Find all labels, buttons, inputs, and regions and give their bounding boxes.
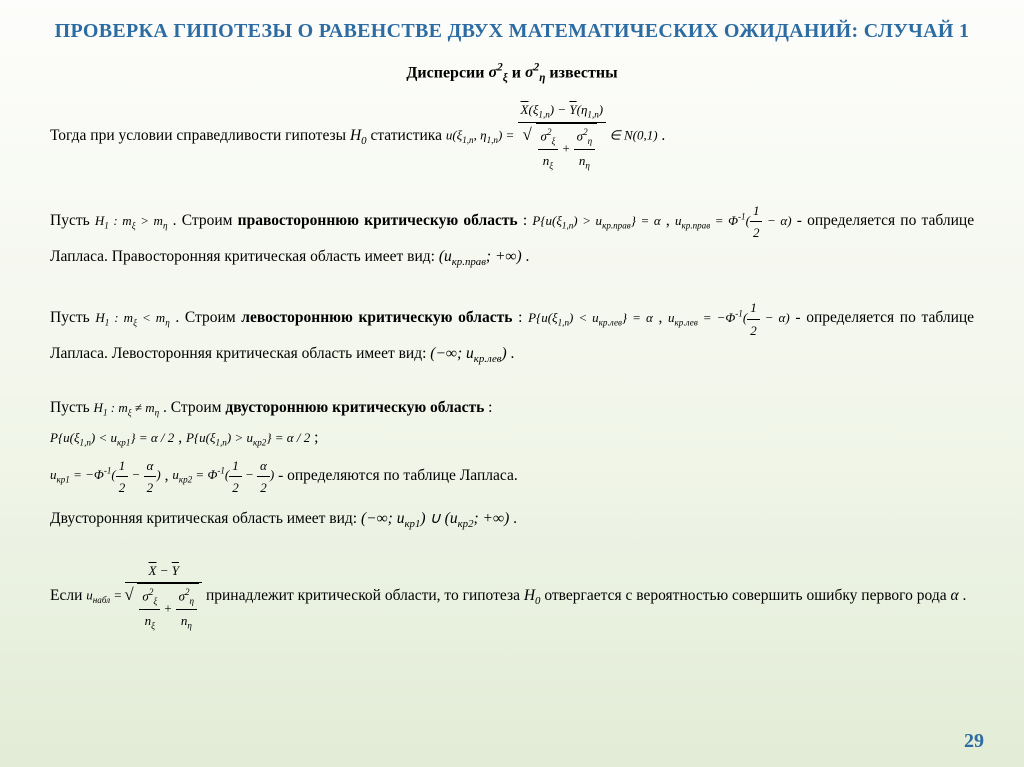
u-statistic-formula: u(ξ1,n, η1,n) = X(ξ1,n) − Y(η1,n) σ2ξnξ …: [446, 99, 658, 174]
subtitle: Дисперсии σ2ξ и σ2η известны: [50, 62, 974, 85]
paragraph-6: uкр1 = −Φ-1(12 − α2) , uкр2 = Φ-1(12 − α…: [50, 455, 974, 499]
p3-text-a: Пусть: [50, 309, 95, 326]
region-two: (−∞; uкр1) ∪ (uкр2; +∞): [361, 510, 509, 527]
p3-text-g: .: [511, 345, 515, 362]
p6-text-b: - определяются по таблице Лапласа.: [278, 466, 518, 483]
slide-content: ПРОВЕРКА ГИПОТЕЗЫ О РАВЕНСТВЕ ДВУХ МАТЕМ…: [0, 0, 1024, 655]
p4-text-a: Пусть: [50, 399, 94, 416]
paragraph-7: Двусторонняя критическая область имеет в…: [50, 506, 974, 534]
p8-text-a: Если: [50, 587, 86, 604]
p2-text-d: :: [523, 212, 533, 229]
paragraph-3: Пусть H1 : mξ < mη . Строим левосторонню…: [50, 297, 974, 369]
h0-symbol: H0: [350, 127, 367, 144]
p4-text-d: :: [488, 399, 492, 416]
sigma-eta: σ2η: [525, 64, 545, 81]
p2-text-a: Пусть: [50, 212, 95, 229]
p3-text-d: :: [518, 309, 528, 326]
subtitle-mid: и: [512, 64, 525, 81]
subtitle-suffix: известны: [549, 64, 617, 81]
p3-text-e: ,: [658, 309, 668, 326]
p2-bold: правостороннюю критическую область: [238, 212, 518, 229]
paragraph-5: P{u(ξ1,n) < uкр1} = α / 2 , P{u(ξ1,n) > …: [50, 425, 974, 451]
ukr-prav-def: uкр.прав = Φ-1(12 − α): [675, 213, 792, 228]
h1-right: H1 : mξ > mη: [95, 213, 168, 228]
p5-text-a: ,: [178, 429, 186, 446]
p3-bold: левостороннюю критическую область: [241, 309, 512, 326]
paragraph-1: Тогда при условии справедливости гипотез…: [50, 99, 974, 174]
p4-bold: двустороннюю критическую область: [225, 399, 484, 416]
p1-text-b: статистика: [370, 127, 445, 144]
h0-symbol-2: H0: [524, 587, 541, 604]
p8-text-c: отвергается с вероятностью совершить оши…: [544, 587, 950, 604]
prob-left: P{u(ξ1,n) < uкр.лев} = α: [528, 310, 653, 325]
paragraph-2: Пусть H1 : mξ > mη . Строим правосторонн…: [50, 200, 974, 272]
h1-left: H1 : mξ < mη: [95, 310, 169, 325]
paragraph-8: Если uнабл = X − Y σ2ξnξ + σ2ηnη принадл…: [50, 560, 974, 633]
p7-text-a: Двусторонняя критическая область имеет в…: [50, 510, 361, 527]
prob-two-1: P{u(ξ1,n) < uкр1} = α / 2: [50, 430, 174, 445]
region-right: (uкр.прав; +∞): [439, 248, 522, 265]
p2-text-e: ,: [666, 212, 675, 229]
prob-right: P{u(ξ1,n) > uкр.прав} = α: [532, 213, 660, 228]
ukr-lev-def: uкр.лев = −Φ-1(12 − α): [668, 310, 790, 325]
h1-two: H1 : mξ ≠ mη: [94, 400, 160, 415]
ukr2-def: uкр2 = Φ-1(12 − α2): [172, 467, 274, 482]
p8-text-b: принадлежит критической области, то гипо…: [206, 587, 524, 604]
alpha-symbol: α: [950, 587, 958, 604]
p2-text-g: .: [526, 248, 530, 265]
subtitle-prefix: Дисперсии: [406, 64, 488, 81]
p2-text-b: . Строим: [173, 212, 238, 229]
sigma-xi: σ2ξ: [489, 64, 508, 81]
prob-two-2: P{u(ξ1,n) > uкр2} = α / 2: [186, 430, 310, 445]
content-body: Тогда при условии справедливости гипотез…: [50, 99, 974, 634]
p8-text-d: .: [962, 587, 966, 604]
unabl-formula: uнабл = X − Y σ2ξnξ + σ2ηnη: [86, 560, 202, 633]
p4-text-b: . Строим: [163, 399, 225, 416]
p7-text-b: .: [513, 510, 517, 527]
paragraph-4: Пусть H1 : mξ ≠ mη . Строим двустороннюю…: [50, 395, 974, 421]
region-left: (−∞; uкр.лев): [430, 345, 506, 362]
slide-title: ПРОВЕРКА ГИПОТЕЗЫ О РАВЕНСТВЕ ДВУХ МАТЕМ…: [50, 18, 974, 44]
page-number: 29: [964, 730, 984, 753]
p5-text-b: ;: [314, 429, 318, 446]
ukr1-def: uкр1 = −Φ-1(12 − α2): [50, 467, 161, 482]
p1-text-a: Тогда при условии справедливости гипотез…: [50, 127, 350, 144]
p3-text-b: . Строим: [175, 309, 241, 326]
